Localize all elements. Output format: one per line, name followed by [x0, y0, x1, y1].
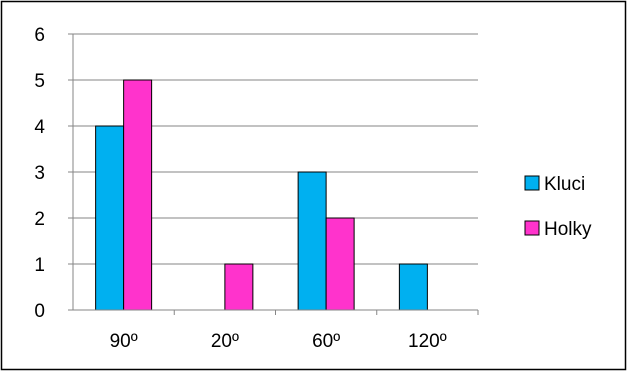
- bar-holky-1: [224, 263, 254, 311]
- legend: Kluci Holky: [524, 174, 592, 240]
- axes: 0 1 2 3 4 5 6 90º 20º 60º 120º: [34, 25, 479, 352]
- y-tick-label: 2: [34, 209, 45, 230]
- x-tick-label: 120º: [408, 331, 447, 352]
- y-tick-label: 4: [34, 117, 45, 138]
- bar-holky-0: [123, 79, 153, 311]
- x-tick-label: 60º: [312, 331, 340, 352]
- x-tick-label: 90º: [110, 331, 138, 352]
- y-tick-label: 6: [34, 25, 45, 46]
- y-tick-label: 0: [34, 301, 45, 322]
- legend-label-holky: Holky: [544, 219, 592, 240]
- legend-swatch-holky: [524, 220, 540, 236]
- bar-holky-2: [325, 217, 355, 311]
- x-tick-label: 20º: [211, 331, 239, 352]
- bars: [95, 79, 428, 311]
- y-tick-label: 5: [34, 71, 45, 92]
- y-tick-label: 3: [34, 163, 45, 184]
- legend-swatch-kluci: [524, 175, 540, 191]
- legend-label-kluci: Kluci: [544, 174, 585, 195]
- y-tick-label: 1: [34, 255, 45, 276]
- bar-kluci-2: [297, 171, 327, 311]
- bar-kluci-3: [398, 263, 428, 311]
- bar-kluci-0: [95, 125, 125, 311]
